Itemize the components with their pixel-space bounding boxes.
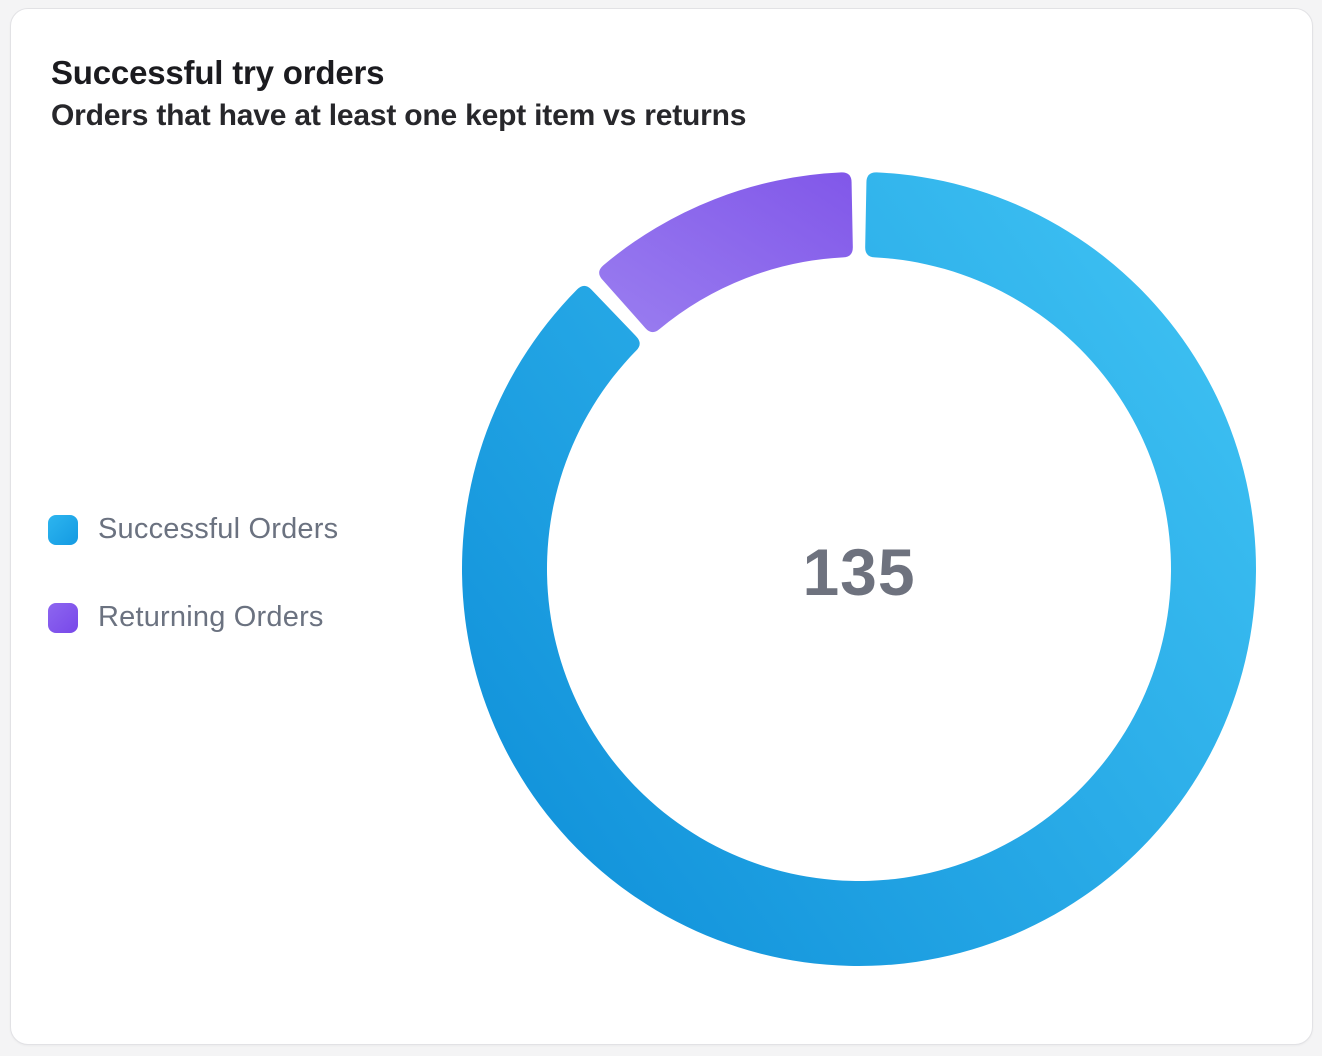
legend-item-successful-orders[interactable]: Successful Orders (48, 513, 338, 546)
donut-chart (461, 172, 1256, 967)
legend-swatch-returning-orders (48, 602, 78, 633)
legend-item-returning-orders[interactable]: Returning Orders (48, 601, 338, 634)
card-title: Successful try orders (51, 54, 385, 91)
card-header: Successful try orders Orders that have a… (51, 53, 746, 134)
donut-center-value: 135 (802, 535, 916, 609)
card-subtitle: Orders that have at least one kept item … (51, 98, 747, 132)
legend-label-successful-orders: Successful Orders (98, 513, 339, 545)
legend-swatch-successful-orders (48, 514, 78, 545)
donut-slice-returning-orders[interactable] (599, 172, 853, 333)
chart-card: Successful try orders Orders that have a… (10, 8, 1313, 1045)
chart-legend: Successful Orders Returning Orders (48, 513, 338, 634)
legend-label-returning-orders: Returning Orders (98, 601, 324, 633)
